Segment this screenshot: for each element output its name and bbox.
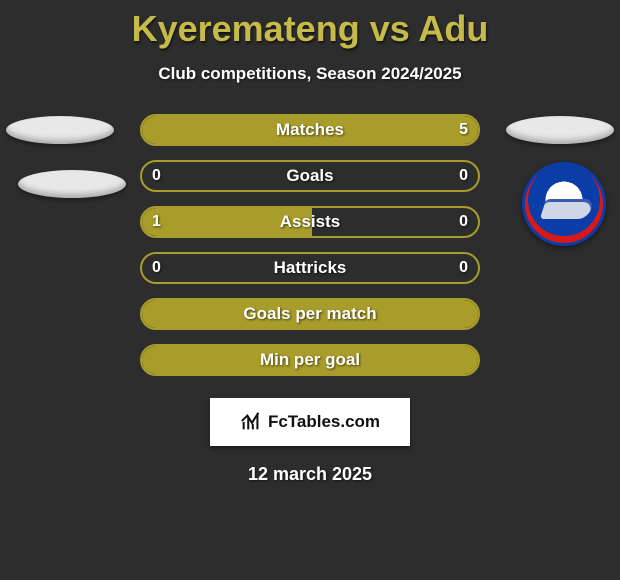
placeholder-ellipse <box>506 116 614 144</box>
stat-bar: Goals 0 0 <box>140 160 480 192</box>
stat-value-right: 0 <box>459 213 468 231</box>
stat-bar: Min per goal <box>140 344 480 376</box>
footer-date: 12 march 2025 <box>0 464 620 485</box>
stat-value-right: 0 <box>459 167 468 185</box>
page-title: Kyeremateng vs Adu <box>0 0 620 50</box>
stat-label: Min per goal <box>260 350 360 370</box>
placeholder-ellipse <box>18 170 126 198</box>
page-subtitle: Club competitions, Season 2024/2025 <box>0 64 620 84</box>
stat-value-left: 1 <box>152 213 161 231</box>
club-badge-icon <box>522 162 606 246</box>
brand-label: FcTables.com <box>268 412 380 432</box>
stat-bars: Matches5Goals00Assists10Hattricks00Goals… <box>140 114 480 376</box>
bar-chart-icon <box>240 411 262 433</box>
stat-label: Assists <box>280 212 340 232</box>
stat-bar: Assists 1 0 <box>140 206 480 238</box>
comparison-panel: Matches5Goals00Assists10Hattricks00Goals… <box>0 114 620 376</box>
stat-label: Matches <box>276 120 344 140</box>
stat-bar: Matches 5 <box>140 114 480 146</box>
stat-bar: Hattricks 0 0 <box>140 252 480 284</box>
stat-value-left: 0 <box>152 259 161 277</box>
stat-bar: Goals per match <box>140 298 480 330</box>
fctables-brand: FcTables.com <box>210 398 410 446</box>
stat-value-right: 5 <box>459 121 468 139</box>
stat-label: Goals <box>286 166 333 186</box>
placeholder-ellipse <box>6 116 114 144</box>
stat-value-left: 0 <box>152 167 161 185</box>
stat-label: Goals per match <box>243 304 376 324</box>
stat-label: Hattricks <box>274 258 347 278</box>
stat-value-right: 0 <box>459 259 468 277</box>
